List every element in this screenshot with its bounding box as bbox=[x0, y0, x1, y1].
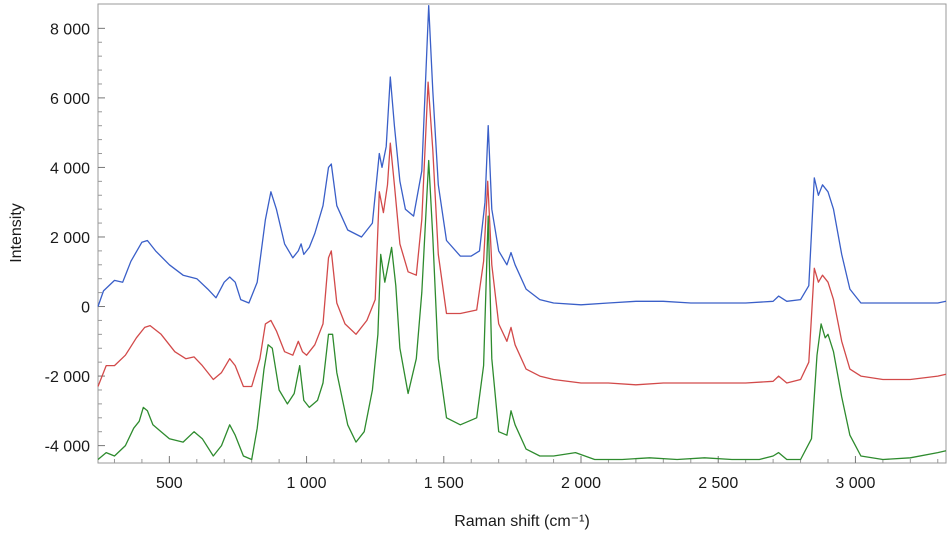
x-tick-label: 2 000 bbox=[561, 475, 601, 492]
series-layer bbox=[97, 5, 947, 461]
spectrum-line-1 bbox=[97, 5, 947, 307]
spectrum-line-3 bbox=[97, 159, 947, 461]
x-axis-ticks: 500 1 000 1 500 2 000 2 500 3 000 bbox=[113, 456, 939, 492]
y-axis-ticks: -4 000 -2 000 0 2 000 4 000 6 000 8 000 bbox=[45, 21, 105, 456]
y-tick-label: 2 000 bbox=[50, 230, 90, 247]
x-tick-label: 1 500 bbox=[424, 475, 464, 492]
y-tick-label: 8 000 bbox=[50, 21, 90, 38]
y-axis-title: Intensity bbox=[8, 203, 25, 263]
x-tick-label: 2 500 bbox=[698, 475, 738, 492]
x-axis-title: Raman shift (cm⁻¹) bbox=[454, 513, 590, 530]
y-tick-label: 0 bbox=[81, 300, 90, 317]
plot-area bbox=[97, 3, 947, 464]
y-tick-label: -2 000 bbox=[45, 369, 90, 386]
y-tick-label: -4 000 bbox=[45, 439, 90, 456]
x-tick-label: 3 000 bbox=[835, 475, 875, 492]
x-tick-label: 500 bbox=[156, 475, 183, 492]
y-tick-label: 4 000 bbox=[50, 160, 90, 177]
x-tick-label: 1 000 bbox=[287, 475, 327, 492]
y-tick-label: 6 000 bbox=[50, 91, 90, 108]
spectrum-line-2 bbox=[97, 81, 947, 388]
